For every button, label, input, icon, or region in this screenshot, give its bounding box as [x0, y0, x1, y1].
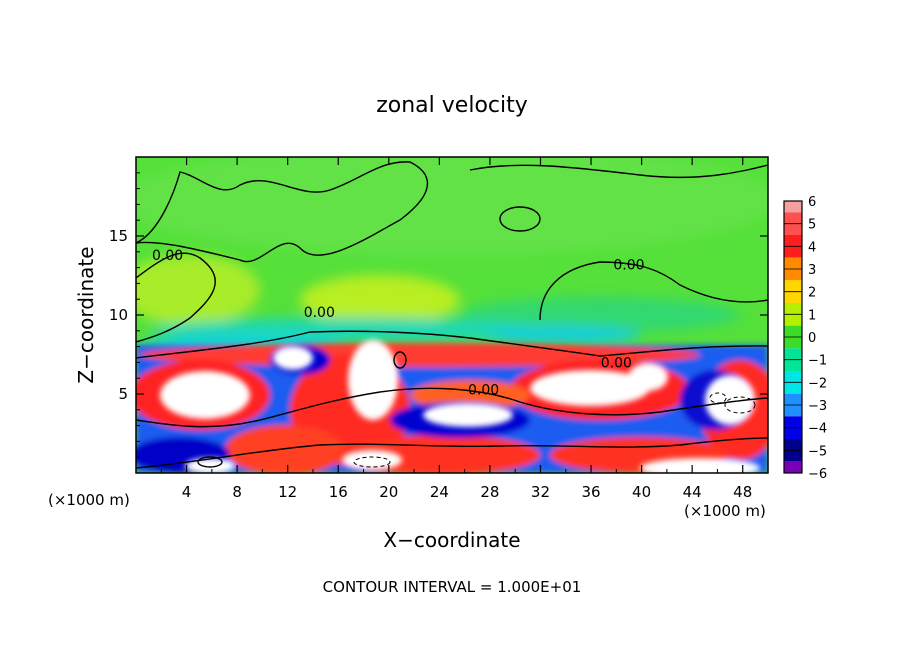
colorbar: 6 5 4 3 2 1 0 −1 −2 −3 −4 −5 −6 [783, 195, 827, 482]
contour-label: 0.00 [468, 382, 499, 398]
x-tick-label: 4 [182, 483, 192, 501]
heatmap-field [136, 157, 768, 473]
colorbar-label: 1 [808, 308, 816, 323]
contour-label-layer: 0.00 0.00 0.00 0.00 0.00 [152, 248, 645, 398]
y-axis: 5 10 15 [109, 172, 768, 458]
contour-label: 0.00 [304, 305, 335, 321]
colorbar-swatch [784, 461, 802, 473]
y-tick-label: 15 [109, 227, 128, 245]
contour-interval-note: CONTOUR INTERVAL = 1.000E+01 [323, 578, 582, 596]
y-tick-label: 10 [109, 306, 128, 324]
y-axis-label: Z−coordinate [74, 246, 98, 383]
x-axis-label: X−coordinate [383, 528, 520, 552]
x-tick-label: 48 [733, 483, 752, 501]
colorbar-label: −5 [808, 444, 827, 459]
colorbar-label: −1 [808, 354, 827, 369]
x-tick-label: 24 [430, 483, 449, 501]
colorbar-label: 5 [808, 218, 816, 233]
x-axis: 4 8 12 16 20 24 28 32 36 40 44 48 [160, 157, 752, 501]
colorbar-label: 6 [808, 195, 816, 210]
colorbar-label: 0 [808, 331, 816, 346]
contour-label: 0.00 [601, 355, 632, 371]
x-tick-label: 28 [480, 483, 499, 501]
x-tick-label: 16 [329, 483, 348, 501]
colorbar-label: 4 [808, 240, 816, 255]
x-tick-label: 8 [232, 483, 242, 501]
colorbar-label: −3 [808, 399, 827, 414]
x-unit-right: (×1000 m) [684, 502, 766, 520]
x-tick-label: 20 [379, 483, 398, 501]
colorbar-label: −6 [808, 467, 827, 482]
contour-label: 0.00 [152, 248, 183, 264]
x-unit-left: (×1000 m) [48, 491, 130, 509]
colorbar-label: −4 [808, 422, 827, 437]
x-tick-label: 44 [683, 483, 702, 501]
contour-label: 0.00 [613, 257, 644, 273]
x-tick-label: 12 [278, 483, 297, 501]
chart-title: zonal velocity [376, 93, 528, 118]
x-tick-label: 32 [531, 483, 550, 501]
y-tick-label: 5 [118, 385, 128, 403]
colorbar-label: −2 [808, 376, 827, 391]
zero-contours [136, 161, 768, 469]
x-tick-label: 40 [632, 483, 651, 501]
colorbar-label: 2 [808, 286, 816, 301]
colorbar-swatch [784, 201, 802, 213]
x-tick-label: 36 [581, 483, 600, 501]
colorbar-label: 3 [808, 263, 816, 278]
